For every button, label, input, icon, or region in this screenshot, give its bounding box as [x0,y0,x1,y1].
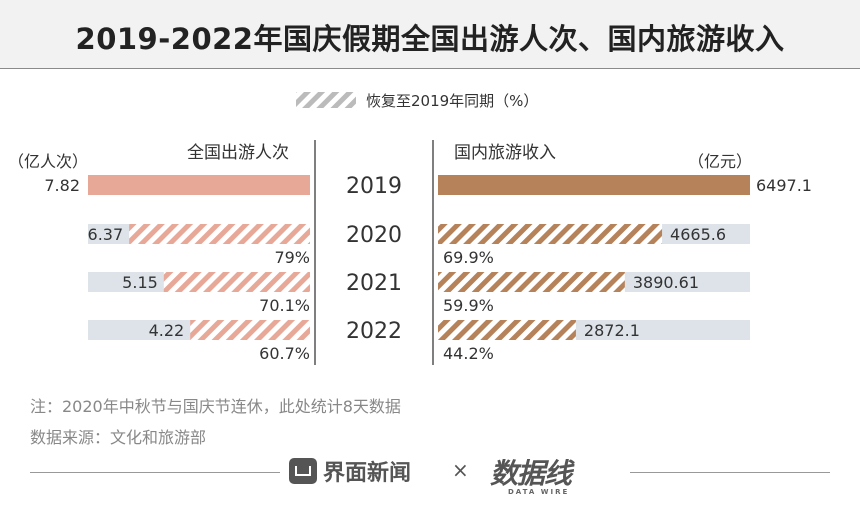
trips-bar [163,272,310,292]
revenue-value-label: 2872.1 [584,321,640,340]
brand-jiemian-name: 界面新闻 [323,461,412,486]
trips-recovery-label: 70.1% [259,296,310,315]
revenue-recovery-label: 59.9% [443,296,494,315]
footnote: 注：2020年中秋节与国庆节连休，此处统计8天数据 [30,397,401,416]
trips-value-label: 4.22 [149,321,185,340]
revenue-value-label: 4665.6 [670,225,726,244]
revenue-bar [438,224,663,244]
trips-bar [88,175,310,195]
revenue-recovery-label: 69.9% [443,248,494,267]
year-label: 2020 [346,223,402,248]
brand-jiemian: 界面新闻 [289,455,411,487]
title-bar: 2019-2022年国庆假期全国出游人次、国内旅游收入 [0,0,860,69]
brand-datawire: 数据线 DATA WIRE [490,450,610,500]
revenue-bar [438,175,750,195]
revenue-bar [438,320,576,340]
legend-label: 恢复至2019年同期（%） [366,92,538,110]
footer-divider-left [30,472,280,473]
trips-bar [129,224,310,244]
trips-value-label: 7.82 [44,176,80,195]
legend-swatch [296,92,356,108]
trips-value-label: 6.37 [88,225,124,244]
trips-bar [190,320,310,340]
brand-datawire-sub: DATA WIRE [508,488,570,496]
brand-separator: × [452,458,469,482]
left-unit-label: （亿人次） [8,152,88,171]
trips-recovery-label: 79% [274,248,310,267]
right-panel-title: 国内旅游收入 [454,143,556,163]
left-panel-title: 全国出游人次 [187,143,289,163]
brand-datawire-name: 数据线 [490,457,572,490]
chart-canvas: 恢复至2019年同期（%） 全国出游人次 （亿人次） 国内旅游收入 （亿元） 2019 7.… [8,92,812,365]
revenue-recovery-label: 44.2% [443,344,494,363]
revenue-value-label: 6497.1 [756,176,812,195]
revenue-bar [438,272,625,292]
trips-value-label: 5.15 [122,273,158,292]
year-label: 2021 [346,271,402,296]
jiemian-logo-icon [289,458,317,484]
data-source: 数据来源：文化和旅游部 [30,428,207,447]
trips-recovery-label: 60.7% [259,344,310,363]
year-label: 2022 [346,319,402,344]
revenue-value-label: 3890.61 [633,273,699,292]
chart-title: 2019-2022年国庆假期全国出游人次、国内旅游收入 [75,22,785,56]
year-label: 2019 [346,174,402,199]
right-unit-label: （亿元） [688,152,752,171]
footer-divider-right [630,472,830,473]
